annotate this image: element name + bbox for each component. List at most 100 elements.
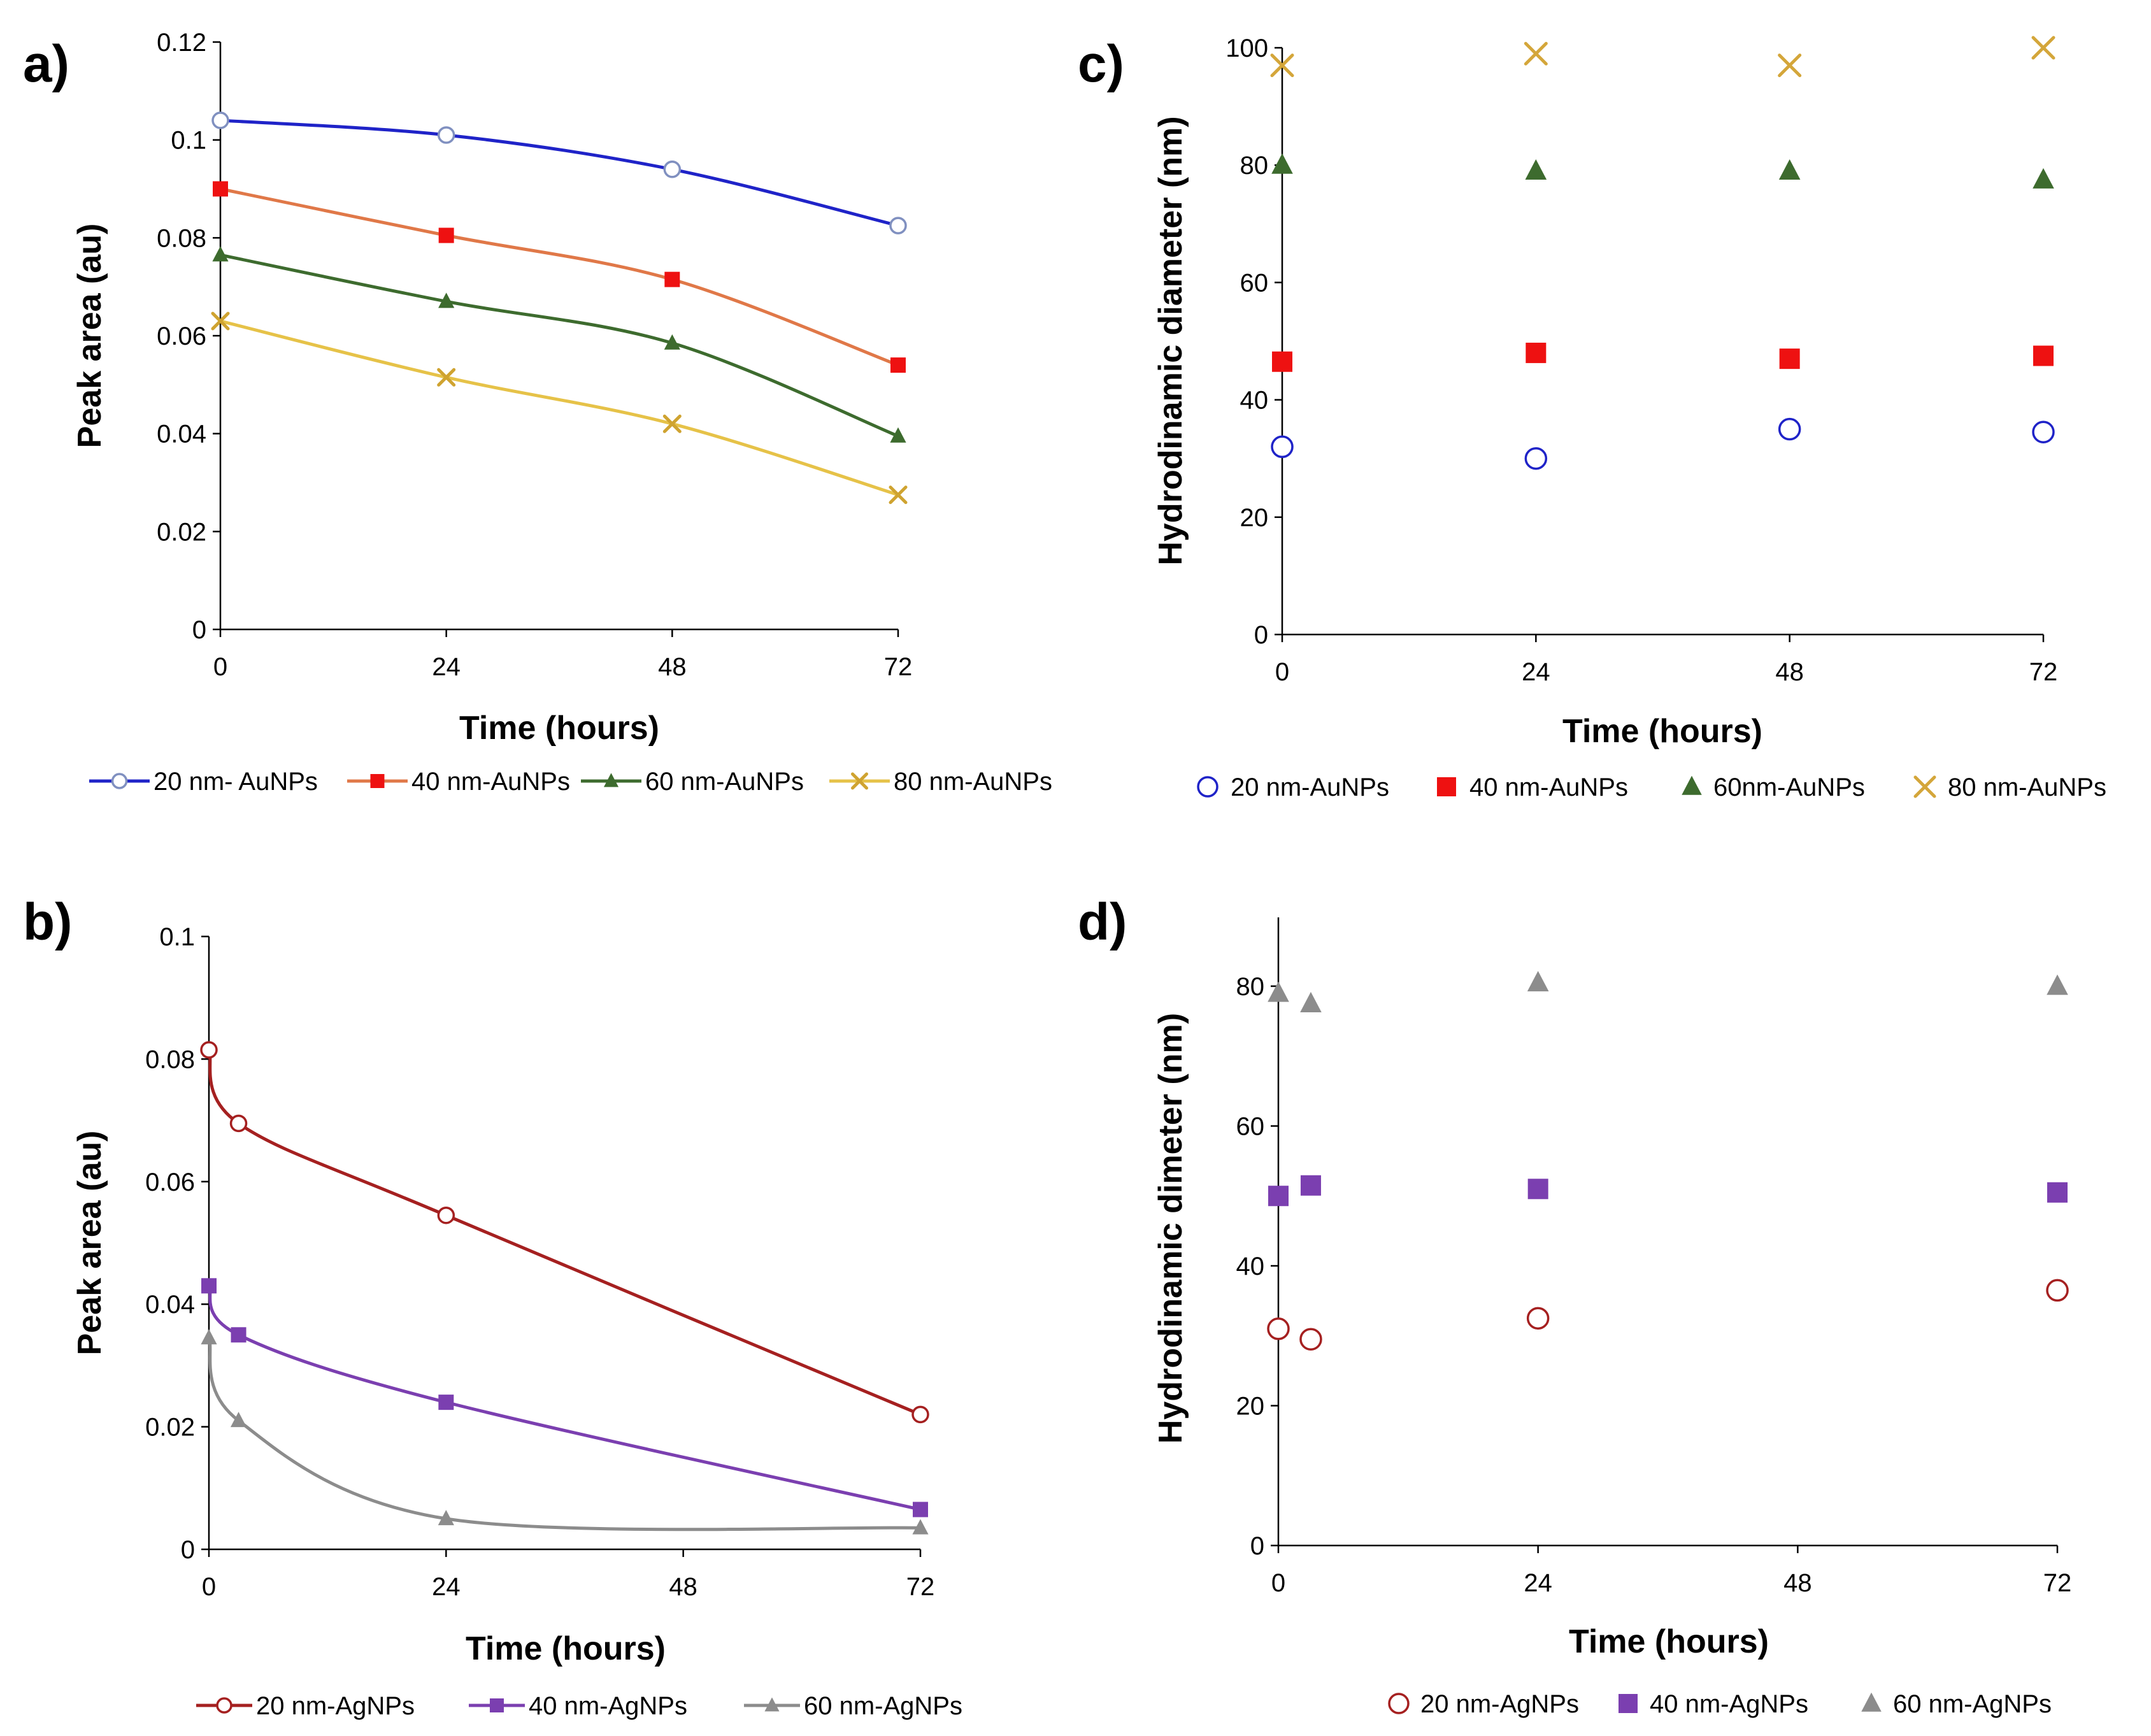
y-tick-label: 100 xyxy=(1226,34,1268,62)
y-tick-label: 0.12 xyxy=(157,29,206,57)
legend-marker xyxy=(216,1697,232,1714)
legend-label: 60nm-AuNPs xyxy=(1713,773,1865,801)
legend-marker xyxy=(1619,1694,1638,1713)
legend-label: 80 nm-AuNPs xyxy=(894,768,1052,796)
data-point xyxy=(1270,54,1294,78)
legend-label: 20 nm- AuNPs xyxy=(154,768,318,796)
panel-label: d) xyxy=(1078,893,1127,951)
data-point xyxy=(1300,992,1322,1013)
y-tick-label: 0 xyxy=(192,616,206,644)
x-tick-label: 0 xyxy=(1275,658,1289,686)
panel-label: a) xyxy=(23,35,69,93)
y-tick-label: 0.1 xyxy=(171,127,206,155)
data-point xyxy=(230,1412,247,1428)
data-point xyxy=(1778,54,1802,78)
legend-label: 40 nm-AgNPs xyxy=(1650,1690,1808,1718)
data-point xyxy=(913,1502,928,1517)
y-tick-label: 0.04 xyxy=(145,1291,195,1319)
data-point xyxy=(664,334,680,350)
y-tick-label: 0.1 xyxy=(159,923,195,951)
legend-label: 40 nm-AuNPs xyxy=(411,768,570,796)
legend-label: 60 nm-AgNPs xyxy=(804,1692,962,1720)
data-point xyxy=(438,227,454,243)
data-point xyxy=(2033,168,2054,189)
data-point xyxy=(211,111,229,129)
series-line-0 xyxy=(207,1048,922,1416)
data-point xyxy=(201,1329,217,1345)
data-point xyxy=(1779,348,1800,369)
data-point xyxy=(437,368,456,387)
data-point xyxy=(1526,342,1547,363)
legend-marker xyxy=(851,772,868,790)
data-point xyxy=(2033,345,2054,366)
x-axis-title: Time (hours) xyxy=(459,710,659,747)
legend-label: 60 nm-AuNPs xyxy=(645,768,804,796)
x-axis-title: Time (hours) xyxy=(466,1630,666,1667)
legend-label: 20 nm-AgNPs xyxy=(256,1692,415,1720)
data-point xyxy=(1272,351,1292,372)
data-point xyxy=(201,1278,217,1294)
data-point xyxy=(2032,420,2055,444)
x-tick-label: 24 xyxy=(432,1573,461,1601)
legend-label: 20 nm-AgNPs xyxy=(1420,1690,1579,1718)
x-tick-label: 48 xyxy=(669,1573,697,1601)
y-axis-title: Peak area (au) xyxy=(71,1131,108,1356)
x-tick-label: 0 xyxy=(213,653,227,681)
data-point xyxy=(2031,36,2055,60)
series-line-3 xyxy=(218,319,900,497)
data-point xyxy=(1526,1307,1550,1330)
y-tick-label: 20 xyxy=(1240,504,1269,532)
chart-panel-0: a) 0 0.02 0.04 0.06 0.08 0.1 0.12 0 24 48 72 Time (h… xyxy=(23,29,1052,796)
legend-marker xyxy=(490,1698,504,1712)
data-point xyxy=(213,181,228,197)
series-line-1 xyxy=(207,1284,922,1511)
panel-label: b) xyxy=(23,893,72,951)
y-tick-label: 0.02 xyxy=(157,518,206,546)
series-line-2 xyxy=(218,253,900,438)
x-tick-label: 24 xyxy=(432,653,461,681)
data-point xyxy=(1778,417,1801,441)
x-tick-label: 72 xyxy=(2043,1569,2072,1597)
y-axis-title: Peak area (au) xyxy=(71,224,108,448)
y-tick-label: 80 xyxy=(1236,973,1265,1001)
y-axis-title: Hydrodinamic diameter (nm) xyxy=(1152,116,1189,565)
legend-label: 80 nm-AuNPs xyxy=(1948,773,2106,801)
data-point xyxy=(1268,981,1289,1002)
x-axis-title: Time (hours) xyxy=(1562,713,1762,750)
data-point xyxy=(1268,1186,1289,1207)
data-point xyxy=(2047,974,2068,995)
data-point xyxy=(437,1206,455,1224)
data-point xyxy=(438,1510,454,1526)
legend-marker xyxy=(1682,775,1702,795)
y-tick-label: 80 xyxy=(1240,152,1269,180)
panel-label: c) xyxy=(1078,35,1124,93)
legend-label: 20 nm-AuNPs xyxy=(1231,773,1389,801)
y-tick-label: 0.08 xyxy=(157,224,206,252)
x-tick-label: 0 xyxy=(1271,1569,1285,1597)
legend-marker xyxy=(1197,776,1218,798)
data-point xyxy=(662,414,682,433)
data-point xyxy=(1300,1175,1321,1196)
y-axis-title: Hydrodinamic dimeter (nm) xyxy=(1152,1013,1189,1444)
x-tick-label: 72 xyxy=(906,1573,935,1601)
data-point xyxy=(890,427,906,443)
y-tick-label: 0 xyxy=(1254,621,1268,649)
legend-marker xyxy=(603,773,619,787)
data-point xyxy=(1524,41,1548,66)
chart-panel-2: c) 0 20 40 60 80 100 0 24 48 72 Time (hours) Hydrodi… xyxy=(1078,34,2106,801)
x-tick-label: 72 xyxy=(2029,658,2058,686)
data-point xyxy=(1527,971,1549,992)
data-point xyxy=(663,161,682,178)
x-axis-title: Time (hours) xyxy=(1569,1623,1769,1660)
data-point xyxy=(911,1405,929,1424)
chart-panel-1: b) 0 0.02 0.04 0.06 0.08 0.1 0 24 48 72 Time (hours… xyxy=(23,893,962,1720)
data-point xyxy=(437,126,455,144)
data-point xyxy=(438,1395,454,1410)
y-tick-label: 60 xyxy=(1240,269,1269,297)
data-point xyxy=(229,1114,248,1133)
data-point xyxy=(2046,1279,2069,1302)
y-tick-label: 0.06 xyxy=(145,1168,195,1196)
y-tick-label: 0.06 xyxy=(157,322,206,350)
y-tick-label: 20 xyxy=(1236,1393,1265,1421)
